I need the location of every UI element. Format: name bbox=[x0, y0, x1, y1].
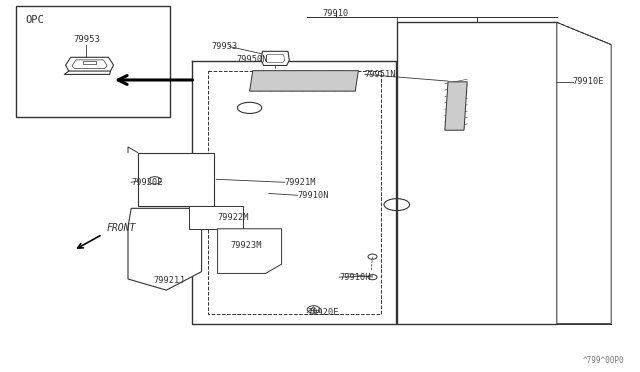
Text: 79951N: 79951N bbox=[365, 70, 396, 79]
Text: 79922M: 79922M bbox=[218, 213, 249, 222]
Polygon shape bbox=[72, 60, 108, 68]
Text: ^799^00P0: ^799^00P0 bbox=[582, 356, 624, 365]
Text: OPC: OPC bbox=[26, 15, 44, 25]
Text: 79910E: 79910E bbox=[573, 77, 604, 86]
Text: 79920E: 79920E bbox=[307, 308, 339, 317]
Polygon shape bbox=[218, 229, 282, 273]
Polygon shape bbox=[189, 206, 243, 229]
Polygon shape bbox=[397, 22, 557, 324]
Polygon shape bbox=[138, 153, 214, 206]
Polygon shape bbox=[557, 22, 611, 324]
Text: 79921M: 79921M bbox=[285, 178, 316, 187]
Polygon shape bbox=[128, 208, 202, 290]
Text: 79923M: 79923M bbox=[230, 241, 262, 250]
Text: 79920E: 79920E bbox=[131, 178, 163, 187]
Text: 79910N: 79910N bbox=[298, 191, 329, 200]
Polygon shape bbox=[445, 82, 467, 130]
Polygon shape bbox=[83, 61, 96, 64]
Text: 79953: 79953 bbox=[211, 42, 237, 51]
Text: 79910H: 79910H bbox=[339, 273, 371, 282]
Polygon shape bbox=[250, 71, 358, 91]
Bar bbox=[16, 6, 170, 117]
Polygon shape bbox=[66, 57, 114, 71]
Polygon shape bbox=[261, 51, 289, 65]
Text: 79921J: 79921J bbox=[154, 276, 185, 285]
Text: 79910: 79910 bbox=[323, 9, 349, 17]
Text: 79950N: 79950N bbox=[237, 55, 268, 64]
Text: 79953: 79953 bbox=[73, 35, 100, 44]
Polygon shape bbox=[266, 55, 285, 62]
Text: FRONT: FRONT bbox=[107, 222, 136, 232]
